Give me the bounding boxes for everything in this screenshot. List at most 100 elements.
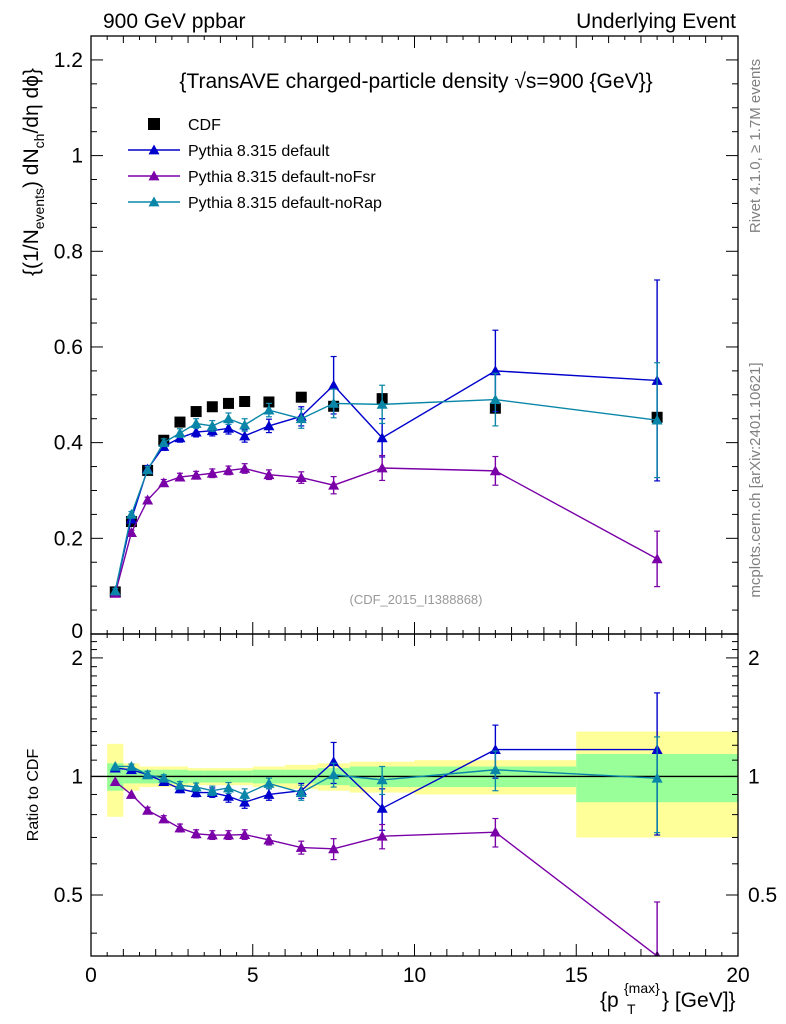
x-tick-label: 10 <box>403 964 426 987</box>
noFsr-data-point <box>142 494 154 505</box>
y-tick-label: 1 <box>71 145 83 168</box>
noFsr-data-point <box>206 467 218 478</box>
cdf-data-point <box>174 416 186 428</box>
cdf-data-point <box>190 406 202 418</box>
legend-item-noFsr: Pythia 8.315 default-noFsr <box>128 169 376 186</box>
cdf-data-point <box>239 395 251 407</box>
cdf-data-point <box>295 391 307 403</box>
noRap-ratio-point <box>206 785 218 796</box>
noFsr-ratio-point <box>158 813 170 824</box>
default-data-point <box>328 379 340 390</box>
legend-label-noFsr: Pythia 8.315 default-noFsr <box>188 169 376 186</box>
noRap-ratio-point <box>190 781 202 792</box>
noFsr-data-point <box>489 465 501 476</box>
noRap-ratio-point <box>239 788 251 799</box>
default-data-point <box>376 432 388 443</box>
noRap-ratio-point <box>489 764 501 775</box>
main-plot-content <box>109 279 663 598</box>
noRap-data-point <box>190 418 202 428</box>
cdf-data-point <box>263 396 275 408</box>
mcplots-label: mcplots.cern.ch [arXiv:2401.10621] <box>747 362 764 597</box>
default-ratio-point <box>222 790 234 801</box>
x-tick-label: 0 <box>85 964 97 987</box>
ratio-plot-content <box>91 692 738 956</box>
y-tick-label: 0.4 <box>54 432 84 455</box>
noFsr-ratio-point <box>142 804 154 815</box>
noRap-ratio-point <box>109 760 121 771</box>
default-data-point <box>190 426 202 437</box>
legend-marker-cdf <box>148 118 160 130</box>
noRap-data-point <box>651 414 663 425</box>
legend: CDF Pythia 8.315 default Pythia 8.315 defa… <box>128 117 382 212</box>
ratio-series-noFsr <box>109 776 661 956</box>
noRap-ratio-point <box>222 782 234 793</box>
noFsr-data-point <box>376 462 388 473</box>
y-tick-label: 0 <box>71 620 83 643</box>
chart-title: {TransAVE charged-particle density √s=90… <box>179 70 652 93</box>
noFsr-ratio-point <box>174 822 186 833</box>
default-data-point <box>239 430 251 441</box>
noRap-data-point <box>376 398 388 409</box>
y-tick-label: 0.8 <box>54 240 83 263</box>
noRap-ratio-point <box>125 760 137 771</box>
noFsr-data-point <box>125 527 137 537</box>
noFsr-ratio-point <box>190 828 202 839</box>
noRap-ratio-point <box>142 769 154 780</box>
header-right-label: Underlying Event <box>576 10 736 33</box>
noRap-data-point <box>109 585 121 596</box>
noRap-data-point <box>158 437 170 448</box>
noFsr-data-point <box>263 469 275 480</box>
cdf-data-point <box>206 401 218 413</box>
noRap-ratio-point <box>158 772 170 783</box>
noFsr-data-point <box>651 553 663 564</box>
series-cdf <box>109 391 663 598</box>
y-tick-label: 1.2 <box>54 49 83 72</box>
ratio-y-tick-label: 2 <box>71 647 83 670</box>
ratio-axis-ticks: 0.5 0.5 1 1 2 2 <box>54 634 777 956</box>
noFsr-data-point <box>295 472 307 482</box>
noFsr-ratio-point <box>295 842 307 852</box>
default-ratio-point <box>263 788 275 799</box>
ratio-y-tick-label-right: 2 <box>748 647 760 670</box>
x-tick-labels: 0 5 10 15 20 <box>85 964 750 987</box>
noRap-ratio-point <box>328 769 340 780</box>
default-ratio-point <box>376 802 388 813</box>
noRap-data-point <box>239 419 251 430</box>
header-left-label: 900 GeV ppbar <box>103 10 245 33</box>
legend-label-cdf: CDF <box>188 117 221 134</box>
ratio-y-tick-label-right: 1 <box>748 765 760 788</box>
x-tick-label: 15 <box>565 964 588 987</box>
y-tick-label: 0.6 <box>54 336 83 359</box>
ratio-panel: 0.5 0.5 1 1 2 2 <box>54 633 777 957</box>
legend-item-noRap: Pythia 8.315 default-noRap <box>128 195 382 212</box>
y-tick-label: 0.2 <box>54 527 83 550</box>
noFsr-data-point <box>222 464 234 475</box>
analysis-watermark: (CDF_2015_I1388868) <box>350 592 483 607</box>
noFsr-ratio-point <box>328 843 340 854</box>
series-default <box>109 279 663 596</box>
noRap-data-point <box>328 397 340 408</box>
noFsr-ratio-point <box>489 826 501 837</box>
noRap-ratio-point <box>295 787 307 797</box>
ratio-y-axis-label: Ratio to CDF <box>25 749 42 842</box>
noFsr-ratio-point <box>222 829 234 840</box>
legend-item-cdf: CDF <box>148 117 221 134</box>
legend-marker-default <box>148 144 160 155</box>
noRap-ratio-point <box>376 774 388 785</box>
legend-label-noRap: Pythia 8.315 default-noRap <box>188 195 382 212</box>
noFsr-ratio-line <box>114 781 658 956</box>
noFsr-ratio-point <box>263 834 275 845</box>
noRap-ratio-point <box>174 779 186 790</box>
x-tick-label: 5 <box>247 964 259 987</box>
legend-item-default: Pythia 8.315 default <box>128 143 330 160</box>
default-data-point <box>222 422 234 433</box>
main-axis-ticks: 0 0.2 0.4 0.6 0.8 1 1.2 <box>54 35 739 643</box>
noFsr-line <box>114 467 658 594</box>
rivet-version-label: Rivet 4.1.0, ≥ 1.7M events <box>747 59 764 233</box>
noRap-ratio-point <box>651 772 663 783</box>
noFsr-ratio-point <box>206 829 218 840</box>
default-ratio-point <box>190 787 202 797</box>
cdf-data-point <box>222 397 234 409</box>
legend-marker-noRap <box>148 196 160 207</box>
